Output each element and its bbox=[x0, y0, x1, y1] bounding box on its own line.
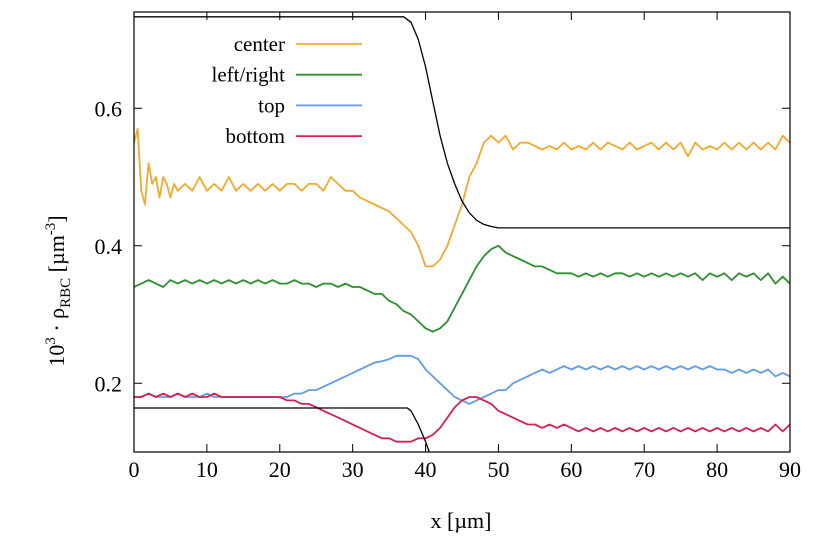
legend-label-left-right: left/right bbox=[212, 63, 286, 87]
legend-label-top: top bbox=[258, 93, 285, 117]
y-axis-label: 103 · ρRBC [µm-3] bbox=[43, 215, 74, 366]
series-layer bbox=[134, 16, 790, 452]
legend-label-bottom: bottom bbox=[225, 124, 285, 148]
series-line-bottom bbox=[134, 392, 790, 443]
x-tick-label: 20 bbox=[269, 457, 291, 482]
axes-layer: 0 10 20 30 40 50 60 70 80 90 0.2 0.4 0.6 bbox=[95, 11, 801, 482]
series-line-reference-5 bbox=[134, 407, 430, 452]
x-tick-label: 10 bbox=[196, 457, 218, 482]
series-line-left-right bbox=[134, 244, 790, 333]
x-tick-label: 60 bbox=[560, 457, 582, 482]
series-line-center bbox=[134, 127, 790, 268]
plot-frame bbox=[133, 11, 791, 453]
x-tick-label: 50 bbox=[487, 457, 509, 482]
plot-area bbox=[134, 16, 790, 452]
x-tick-label: 90 bbox=[779, 457, 801, 482]
series-line-reference-4 bbox=[134, 16, 790, 229]
x-tick-label: 40 bbox=[415, 457, 437, 482]
y-tick-label: 0.2 bbox=[95, 371, 123, 396]
y-tick-label: 0.6 bbox=[95, 96, 123, 121]
x-tick-label: 0 bbox=[129, 457, 140, 482]
legend: center left/right top bottom bbox=[145, 27, 371, 154]
x-tick-label: 30 bbox=[342, 457, 364, 482]
x-axis-label: x [µm] bbox=[431, 508, 492, 533]
legend-background bbox=[145, 27, 371, 154]
x-tick-label: 80 bbox=[706, 457, 728, 482]
x-tick-label: 70 bbox=[633, 457, 655, 482]
y-tick-label: 0.4 bbox=[95, 234, 123, 259]
legend-label-center: center bbox=[234, 32, 285, 56]
